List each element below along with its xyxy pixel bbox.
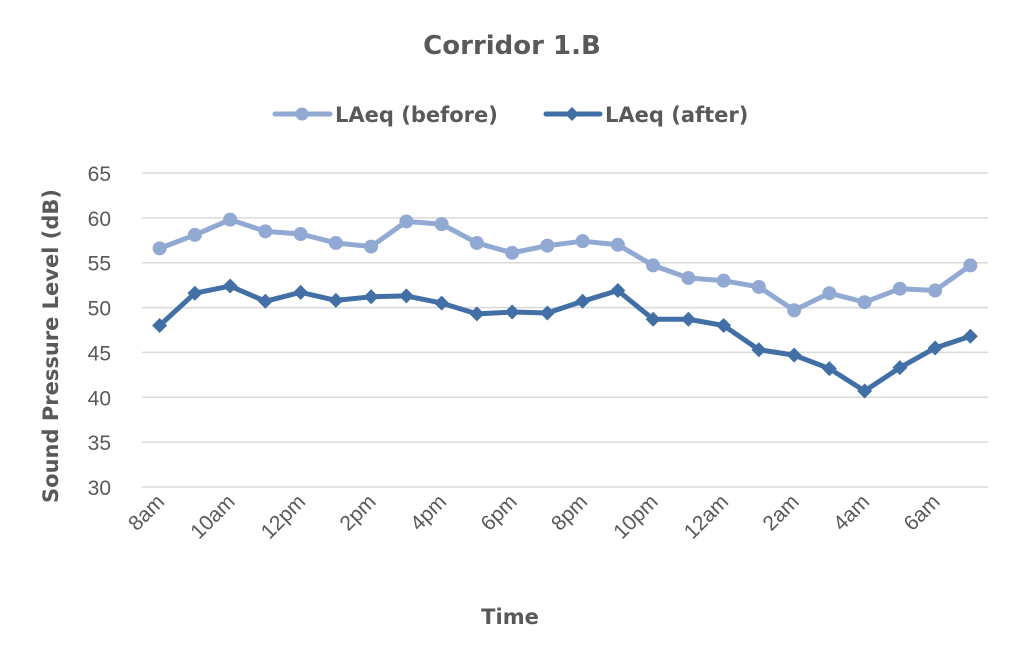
- data-point[interactable]: [363, 289, 379, 305]
- series-before: [152, 212, 978, 318]
- legend: LAeq (before) LAeq (after): [272, 103, 748, 127]
- gridlines: [142, 172, 988, 488]
- data-point[interactable]: [223, 212, 238, 227]
- data-point[interactable]: [328, 235, 343, 250]
- data-point[interactable]: [857, 383, 873, 399]
- x-tick-label: 8pm: [547, 490, 592, 535]
- data-point[interactable]: [434, 295, 450, 311]
- y-tick-label: 50: [88, 298, 111, 321]
- data-point[interactable]: [505, 245, 520, 260]
- data-point[interactable]: [716, 273, 731, 288]
- x-tick-label: 4pm: [406, 490, 451, 535]
- data-point[interactable]: [751, 342, 767, 358]
- data-point[interactable]: [892, 360, 908, 376]
- data-point[interactable]: [610, 237, 625, 252]
- x-axis-ticks: 8am 10am 12pm 2pm 4pm 6pm 8pm 10pm 12am 2am 4am 6am: [124, 490, 945, 543]
- data-point[interactable]: [751, 279, 766, 294]
- legend-marker-circle-icon: [295, 107, 309, 121]
- y-axis-ticks: 30 35 40 45 50 55 60 65: [88, 163, 111, 500]
- data-point[interactable]: [575, 234, 590, 249]
- data-point[interactable]: [469, 235, 484, 250]
- data-point[interactable]: [786, 347, 802, 363]
- data-point[interactable]: [187, 227, 202, 242]
- data-point[interactable]: [152, 318, 168, 334]
- x-tick-label: 8am: [124, 490, 169, 535]
- chart-title: Corridor 1.B: [423, 31, 601, 61]
- data-point[interactable]: [928, 283, 943, 298]
- data-point[interactable]: [187, 285, 203, 301]
- series-after: [152, 278, 978, 399]
- x-tick-label: 12pm: [257, 490, 310, 543]
- data-point[interactable]: [575, 293, 591, 309]
- legend-label-before: LAeq (before): [335, 103, 498, 127]
- x-tick-label: 6am: [900, 490, 945, 535]
- x-tick-label: 2am: [759, 490, 804, 535]
- data-point[interactable]: [822, 286, 837, 301]
- y-tick-label: 40: [88, 387, 111, 410]
- y-tick-label: 60: [88, 208, 111, 231]
- data-point[interactable]: [328, 292, 344, 308]
- x-tick-label: 4am: [829, 490, 874, 535]
- data-point[interactable]: [469, 306, 485, 322]
- x-tick-label: 10am: [186, 490, 239, 543]
- data-point[interactable]: [821, 361, 837, 377]
- data-point[interactable]: [399, 214, 414, 229]
- data-point[interactable]: [293, 284, 309, 300]
- legend-item-after[interactable]: LAeq (after): [543, 103, 748, 127]
- x-tick-label: 12am: [680, 490, 733, 543]
- legend-item-before[interactable]: LAeq (before): [272, 103, 498, 127]
- data-point[interactable]: [152, 241, 167, 256]
- y-tick-label: 30: [88, 477, 111, 500]
- x-axis-title: Time: [481, 605, 539, 629]
- y-axis-title: Sound Pressure Level (dB): [39, 189, 63, 503]
- data-point[interactable]: [504, 304, 520, 320]
- data-point[interactable]: [258, 224, 273, 239]
- y-tick-label: 65: [88, 163, 111, 186]
- legend-label-after: LAeq (after): [605, 103, 748, 127]
- plot-series: [152, 212, 978, 399]
- series-line: [157, 283, 973, 394]
- x-tick-label: 2pm: [336, 490, 381, 535]
- data-point[interactable]: [857, 295, 872, 310]
- data-point[interactable]: [540, 238, 555, 253]
- data-point[interactable]: [787, 303, 802, 318]
- data-point[interactable]: [610, 283, 626, 299]
- data-point[interactable]: [962, 328, 978, 344]
- data-point[interactable]: [927, 340, 943, 356]
- data-point[interactable]: [364, 239, 379, 254]
- data-point[interactable]: [680, 311, 696, 327]
- data-point[interactable]: [963, 258, 978, 273]
- y-tick-label: 55: [88, 253, 111, 276]
- x-tick-label: 10pm: [609, 490, 662, 543]
- y-tick-label: 35: [88, 432, 111, 455]
- data-point[interactable]: [646, 258, 661, 273]
- data-point[interactable]: [892, 281, 907, 296]
- data-point[interactable]: [293, 227, 308, 242]
- data-point[interactable]: [257, 293, 273, 309]
- data-point[interactable]: [222, 278, 238, 294]
- data-point[interactable]: [434, 217, 449, 232]
- data-point[interactable]: [398, 288, 414, 304]
- data-point[interactable]: [645, 311, 661, 327]
- data-point[interactable]: [681, 270, 696, 285]
- y-tick-label: 45: [88, 342, 111, 365]
- legend-marker-diamond-icon: [565, 107, 579, 121]
- data-point[interactable]: [716, 318, 732, 334]
- x-tick-label: 6pm: [477, 490, 522, 535]
- data-point[interactable]: [539, 305, 555, 321]
